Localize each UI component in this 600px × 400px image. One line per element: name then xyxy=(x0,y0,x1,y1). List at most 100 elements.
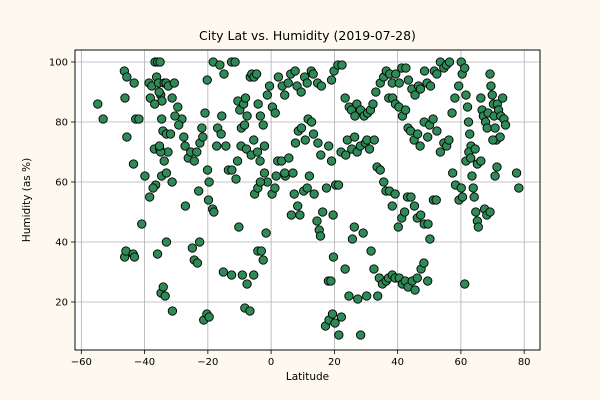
data-point xyxy=(227,165,237,175)
data-point xyxy=(296,87,306,97)
data-point xyxy=(511,168,522,178)
data-point xyxy=(450,93,460,103)
data-point xyxy=(423,276,433,286)
data-point xyxy=(406,192,416,202)
data-point xyxy=(204,177,214,187)
data-point xyxy=(255,111,266,121)
data-point xyxy=(241,144,252,154)
data-point xyxy=(300,135,310,145)
data-point xyxy=(137,219,147,229)
data-point xyxy=(304,171,315,181)
plot-border xyxy=(74,49,541,351)
data-point xyxy=(259,168,270,178)
data-point xyxy=(423,219,433,229)
data-point xyxy=(468,183,478,193)
data-point xyxy=(486,81,496,91)
data-point xyxy=(425,81,436,91)
data-point xyxy=(180,201,191,211)
data-point xyxy=(239,120,250,130)
data-point xyxy=(98,114,108,124)
data-point xyxy=(337,60,347,70)
data-point xyxy=(237,270,247,280)
data-point xyxy=(150,99,160,109)
x-tick-label: −40 xyxy=(134,357,155,368)
data-point xyxy=(308,129,319,139)
y-tick-label: 100 xyxy=(49,58,68,69)
data-point xyxy=(264,81,275,91)
data-point xyxy=(492,162,502,172)
data-point xyxy=(369,264,379,274)
data-point xyxy=(500,120,511,130)
data-point xyxy=(270,108,280,118)
data-point xyxy=(270,183,280,193)
data-point xyxy=(353,294,363,304)
data-point xyxy=(318,207,328,217)
data-point xyxy=(432,69,442,79)
data-point xyxy=(488,135,498,145)
data-point xyxy=(159,156,169,166)
data-point xyxy=(334,330,344,340)
data-point xyxy=(218,267,229,277)
data-point xyxy=(157,114,167,124)
data-point xyxy=(219,69,229,79)
data-point xyxy=(514,183,524,193)
x-tick-label: 20 xyxy=(328,357,341,368)
data-point xyxy=(284,153,294,163)
data-point xyxy=(444,57,455,67)
data-point xyxy=(415,84,426,94)
x-tick-label: 0 xyxy=(268,357,274,368)
data-point xyxy=(391,69,401,79)
data-point xyxy=(253,99,263,109)
data-point xyxy=(256,246,266,256)
data-point xyxy=(328,210,338,220)
data-point xyxy=(399,207,410,217)
data-point xyxy=(425,234,435,244)
data-point xyxy=(473,222,483,232)
data-point xyxy=(221,141,231,151)
data-point xyxy=(197,123,207,133)
data-point xyxy=(350,111,360,121)
data-point xyxy=(379,177,389,187)
data-point xyxy=(165,129,176,139)
data-point xyxy=(93,99,103,109)
axis-ticks: −60 −40 −20 0 20 40 60 80 20 40 60 80 100 xyxy=(49,58,531,369)
data-point xyxy=(290,66,300,76)
data-point xyxy=(326,156,337,166)
data-point xyxy=(255,177,266,187)
data-point xyxy=(435,147,446,157)
data-point xyxy=(234,222,244,232)
data-point xyxy=(456,183,466,193)
data-point xyxy=(393,222,403,232)
data-point xyxy=(148,183,158,193)
data-point xyxy=(485,69,495,79)
data-point xyxy=(419,258,429,268)
data-point xyxy=(366,246,376,256)
x-tick-label: 40 xyxy=(391,357,404,368)
data-point xyxy=(194,186,204,196)
data-point xyxy=(155,57,165,67)
data-point xyxy=(129,78,139,88)
data-point xyxy=(173,102,183,112)
data-point xyxy=(412,273,422,283)
data-point xyxy=(463,117,474,127)
data-point xyxy=(189,156,199,166)
y-tick-label: 60 xyxy=(55,178,68,189)
data-point xyxy=(202,75,212,85)
data-point xyxy=(167,93,177,103)
data-point xyxy=(202,165,213,175)
data-point xyxy=(315,231,326,241)
data-point xyxy=(312,216,322,226)
data-point xyxy=(192,258,203,268)
y-axis-label: Humidity (as %) xyxy=(21,158,33,242)
data-point xyxy=(290,138,301,148)
data-point xyxy=(140,171,150,181)
data-point xyxy=(203,195,214,205)
data-point xyxy=(390,189,400,199)
data-point xyxy=(347,234,358,244)
data-point xyxy=(231,174,241,184)
data-point xyxy=(273,72,284,82)
data-point xyxy=(326,75,337,85)
data-point xyxy=(187,243,198,253)
data-point xyxy=(154,141,165,151)
